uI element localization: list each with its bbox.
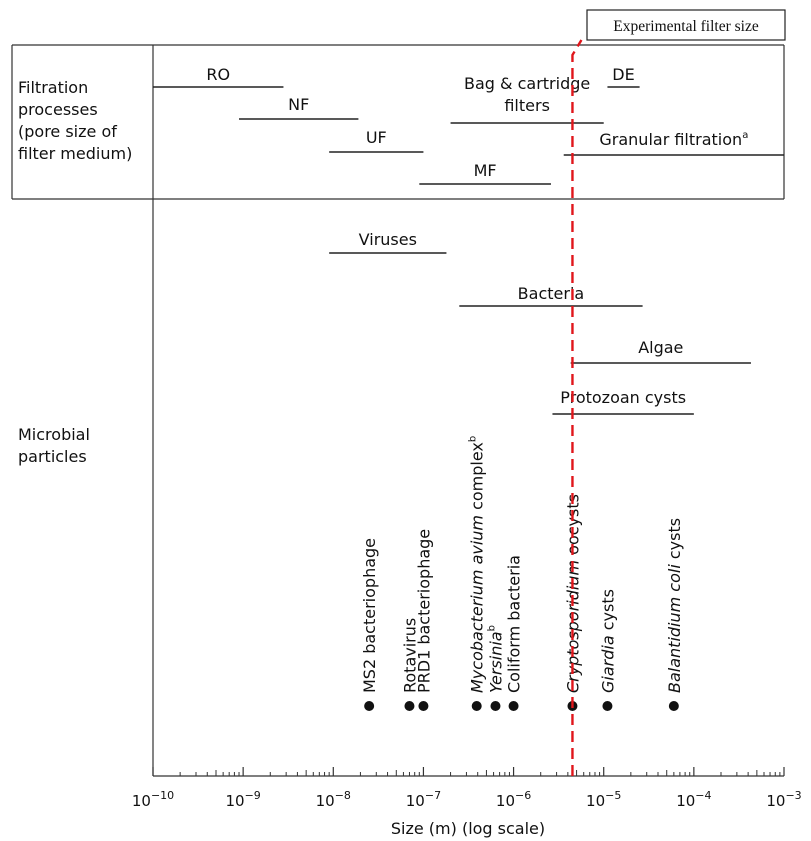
organism-dot [508,701,519,711]
microbial-range-label: Protozoan cysts [560,388,686,407]
organism-label: Coliform bacteria [505,555,524,693]
x-tick-label: 10−9 [225,789,260,810]
x-tick-label: 10−8 [316,789,351,810]
annotation-text: Experimental filter size [613,18,759,35]
filtration-range-label: NF [288,95,309,114]
microbial-row-label: Microbial [18,425,90,444]
organism-dot [404,701,415,711]
x-tick-label: 10−5 [586,789,621,810]
filtration-range-label: Granular filtrationa [599,130,748,149]
organism-dot [602,701,613,711]
filtration-row-label: filter medium) [18,144,132,163]
filtration-range-label: MF [474,161,497,180]
filtration-range-label: Bag & cartridge [464,74,590,93]
filtration-row-label: (pore size of [18,122,117,141]
microbial-range-label: Viruses [359,230,417,249]
organism-label: MS2 bacteriophage [360,538,379,693]
x-tick-label: 10−3 [766,789,801,810]
x-tick-label: 10−7 [406,789,441,810]
filtration-range-label: RO [206,65,230,84]
organism-dot [490,701,501,711]
annotation-box [586,9,786,41]
microbial-row-label: particles [18,447,87,466]
organism-dot [668,701,679,711]
organism-dot [418,701,429,711]
organism-label: Rotavirus [400,618,419,693]
organism-label: Giardia cysts [598,589,617,693]
organism-label: Yersiniab [486,625,505,693]
organism-label: Balantidium coli cysts [665,518,684,693]
organism-label: PRD1 bacteriophage [414,529,433,693]
x-tick-label: 10−6 [496,789,531,810]
organism-dot [364,701,375,711]
filtration-row-label: processes [18,100,98,119]
organism-dot [471,701,482,711]
filtration-range-label: filters [504,96,550,115]
filtration-range-label: UF [366,128,387,147]
experimental-filter-line [571,39,583,776]
filtration-range-label: DE [612,65,634,84]
x-axis-label: Size (m) (log scale) [391,819,545,838]
organism-label: Cryptosporidium oocysts [563,494,582,693]
x-tick-label: 10−4 [676,789,711,810]
organism-label: Mycobacterium avium complexb [468,436,487,693]
microbial-range-label: Bacteria [518,284,585,303]
filtration-row-label: Filtration [18,78,88,97]
x-tick-label: 10−10 [132,789,174,810]
microbial-range-label: Algae [638,338,683,357]
